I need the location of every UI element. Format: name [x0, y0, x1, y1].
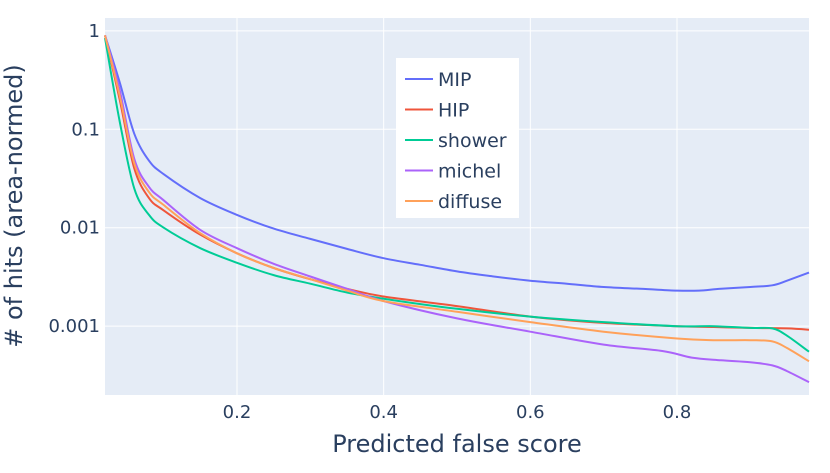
y-axis-title: # of hits (area-normed): [0, 64, 28, 348]
x-tick-label: 0.2: [223, 402, 252, 423]
x-tick-label: 0.4: [369, 402, 398, 423]
series-lines: [104, 35, 810, 384]
legend-label-MIP: MIP: [438, 69, 471, 91]
legend-label-diffuse: diffuse: [438, 191, 502, 213]
legend-label-michel: michel: [438, 161, 501, 183]
legend-label-HIP: HIP: [438, 100, 469, 122]
series-line-diffuse: [104, 35, 810, 363]
x-tick-label: 0.6: [516, 402, 545, 423]
y-tick-label: 0.001: [48, 316, 100, 337]
x-axis-ticks: 0.2 0.4 0.6 0.8: [223, 402, 692, 423]
legend-box: [396, 58, 519, 218]
legend-label-shower: shower: [438, 130, 507, 152]
legend: MIP HIP shower michel diffuse: [396, 58, 519, 218]
y-axis-ticks: 1 0.1 0.01 0.001: [48, 21, 100, 337]
x-axis-title: Predicted false score: [332, 430, 582, 458]
y-tick-label: 1: [89, 21, 100, 42]
x-tick-label: 0.8: [663, 402, 692, 423]
series-line-MIP: [104, 35, 810, 292]
y-tick-label: 0.1: [71, 119, 100, 140]
y-tick-label: 0.01: [60, 218, 100, 239]
